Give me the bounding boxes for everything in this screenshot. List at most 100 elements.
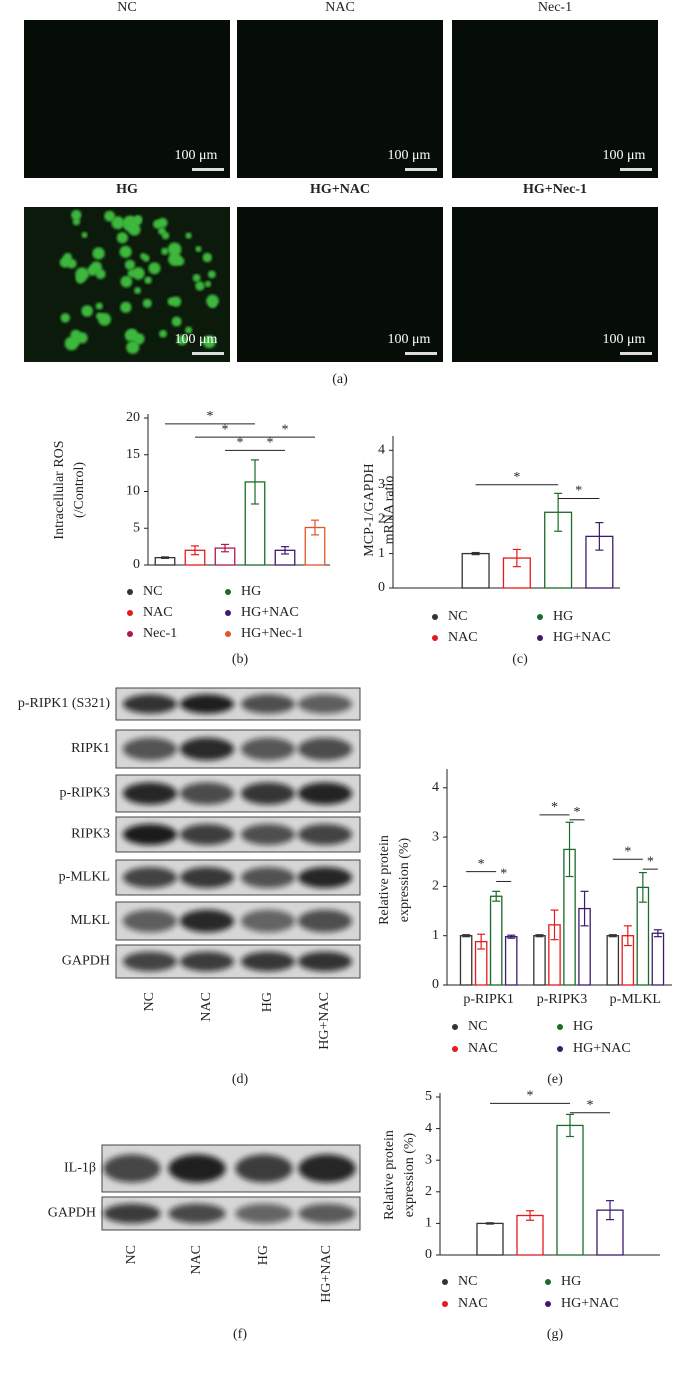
- error-bar: [477, 933, 486, 950]
- bar: [556, 1124, 584, 1256]
- error-bar: [608, 934, 617, 938]
- legend-label: HG+NAC: [241, 605, 299, 620]
- cell: [76, 332, 88, 344]
- blot-row-label: RIPK3: [71, 827, 110, 842]
- error-bar: [311, 519, 319, 536]
- y-axis-label: Intracellular ROS: [52, 440, 67, 539]
- legend-marker: [225, 610, 231, 616]
- error-bar: [492, 890, 501, 902]
- cell: [126, 340, 140, 354]
- cell: [104, 210, 116, 222]
- legend-marker: [432, 614, 438, 620]
- legend-marker: [432, 635, 438, 641]
- y-tick-label: 4: [432, 780, 439, 795]
- blot-band: [122, 909, 178, 933]
- error-bar: [606, 1200, 614, 1221]
- y-tick-label: 20: [126, 410, 140, 425]
- bar: [651, 932, 665, 986]
- cell: [168, 252, 182, 267]
- cell: [202, 252, 213, 263]
- significance-label: *: [574, 805, 581, 820]
- cell: [140, 252, 147, 260]
- cell: [71, 209, 82, 221]
- cell: [159, 329, 167, 338]
- cell: [134, 287, 142, 294]
- cell: [161, 231, 170, 240]
- error-bar: [566, 1113, 574, 1138]
- blot-band: [122, 737, 178, 761]
- blot-band: [297, 867, 353, 888]
- blot-band: [103, 1154, 161, 1183]
- y-tick-label: 10: [126, 484, 140, 499]
- blot-band: [297, 909, 353, 933]
- error-bar: [471, 551, 480, 556]
- legend-marker: [127, 631, 133, 637]
- error-bar: [161, 556, 169, 559]
- error-bar: [623, 925, 632, 947]
- cell: [176, 334, 188, 346]
- cell: [185, 326, 193, 334]
- blot-row-label: IL-1β: [64, 1161, 96, 1176]
- blot-band: [240, 867, 296, 888]
- significance-label: *: [587, 1098, 594, 1113]
- scale-bar: [405, 168, 437, 171]
- scale-bar-label: 100 μm: [388, 332, 431, 347]
- image-title: NC: [117, 0, 136, 15]
- blot-band: [240, 824, 296, 845]
- legend-marker: [442, 1279, 448, 1285]
- blot-band: [168, 1203, 226, 1224]
- legend-marker: [557, 1024, 563, 1030]
- cell: [185, 232, 192, 239]
- error-bar: [550, 909, 559, 941]
- bar: [461, 552, 490, 589]
- bar: [606, 935, 620, 986]
- micrograph: [452, 20, 658, 178]
- cell: [208, 300, 217, 308]
- error-bar: [526, 1210, 534, 1221]
- y-tick-label: 3: [425, 1152, 432, 1167]
- y-axis-label: Relative protein: [382, 1130, 397, 1220]
- cell: [202, 335, 216, 349]
- scale-bar: [192, 168, 224, 171]
- y-tick-label: 0: [432, 977, 439, 992]
- error-bar: [512, 548, 521, 568]
- micrograph: [24, 20, 230, 178]
- cell: [120, 301, 132, 313]
- y-tick-label: 3: [432, 829, 439, 844]
- y-tick-label: 1: [425, 1216, 432, 1231]
- legend-label: NC: [448, 609, 467, 624]
- panel-label: (g): [547, 1327, 564, 1342]
- error-bar: [462, 934, 471, 938]
- micrograph: [237, 207, 443, 362]
- legend-label: HG: [241, 584, 261, 599]
- blot-column-label: HG+NAC: [317, 992, 332, 1050]
- cell: [161, 247, 169, 255]
- cell: [127, 269, 136, 278]
- cell: [124, 329, 137, 342]
- blot-band: [122, 782, 178, 805]
- error-bar: [281, 546, 289, 555]
- cell: [148, 262, 161, 275]
- blot-band: [240, 909, 296, 933]
- cell: [167, 242, 182, 257]
- blot-column-label: HG: [256, 1245, 271, 1265]
- significance-label: *: [575, 484, 582, 499]
- scale-bar-label: 100 μm: [388, 148, 431, 163]
- legend-marker: [557, 1046, 563, 1052]
- blot-row-label: GAPDH: [62, 954, 110, 969]
- cell: [167, 297, 176, 306]
- scale-bar-label: 100 μm: [603, 148, 646, 163]
- cell: [66, 258, 77, 269]
- legend-label: HG+NAC: [561, 1296, 619, 1311]
- y-tick-label: 5: [133, 520, 140, 535]
- bar: [459, 935, 473, 986]
- legend-marker: [225, 631, 231, 637]
- blot-column-label: NC: [142, 992, 157, 1011]
- micrograph: [237, 20, 443, 178]
- blot-row-label: MLKL: [70, 913, 110, 928]
- error-bar: [595, 522, 604, 551]
- scale-bar: [405, 352, 437, 355]
- cell: [119, 245, 132, 258]
- blot-band: [240, 694, 296, 714]
